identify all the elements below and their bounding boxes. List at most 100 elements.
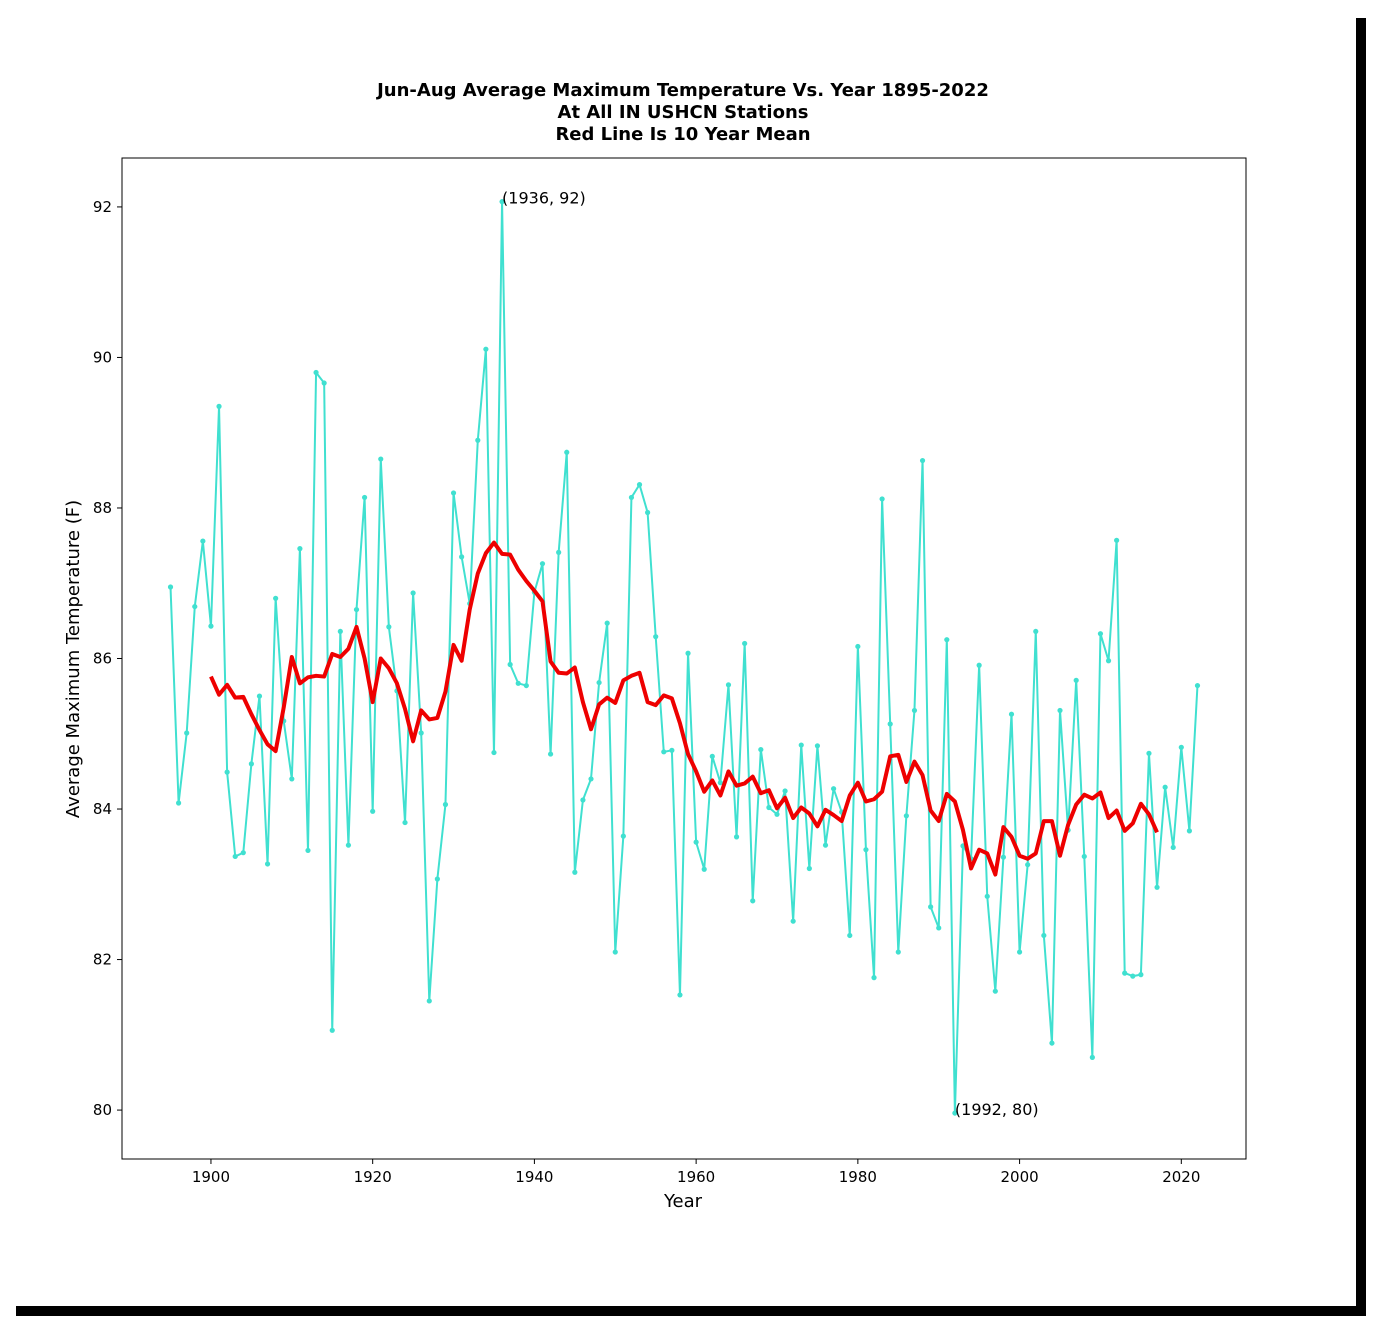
annual-data-point [701,866,707,872]
annual-data-point [1130,973,1136,979]
x-axis-label: Year [663,1191,703,1212]
annual-data-point [475,437,481,443]
plot-area: 1900 1920 1940 1960 1980 2000 2020 80 82 84 86 88 90… [93,157,1247,1186]
annual-data-point [596,679,602,686]
annual-data-point [353,606,360,613]
annual-data-point [588,776,594,782]
annual-data-point [1041,932,1047,939]
annual-data-point [895,949,901,955]
annual-data-point [1049,1040,1055,1046]
annual-data-point [523,682,529,689]
annual-data-point [669,747,675,753]
annual-data-point [1194,682,1201,689]
annual-data-point [184,730,190,736]
annual-data-point [847,932,853,939]
annual-data-point [1178,744,1184,750]
annual-data-point [1089,1054,1095,1060]
annual-data-point [1057,707,1063,714]
annual-data-point [176,800,182,806]
annual-data-point [822,842,829,848]
annual-data-point [725,682,732,688]
annual-data-point [515,680,521,686]
annual-data-point [410,590,416,596]
annual-data-point [1016,949,1023,955]
annual-data-point [216,403,222,409]
annual-data-point [483,346,489,352]
annual-data-point [556,549,562,555]
x-tick-label: 1920 [354,1168,392,1186]
point-annotation: (1936, 92) [502,189,586,208]
annual-data-point [774,811,780,817]
annual-data-point [612,949,618,955]
x-tick-label: 1900 [192,1168,230,1186]
annual-data-point [766,804,772,811]
annual-data-point [976,662,982,668]
annual-data-point [572,869,578,875]
annual-data-point [329,1027,335,1033]
annual-data-point [378,456,384,462]
annual-data-point [200,538,206,544]
annual-data-point [256,693,263,699]
annual-data-point [491,749,497,756]
annual-data-point [782,788,788,794]
annual-data-point [685,650,691,656]
annual-data-point [887,721,893,727]
annual-data-point [661,749,667,755]
annual-data-point [192,603,198,610]
x-tick-label: 2020 [1162,1168,1200,1186]
annual-data-point [580,797,586,803]
y-tick-label: 88 [93,499,112,517]
annual-data-point [1097,631,1104,637]
annual-data-point [434,876,440,882]
annual-data-point [645,509,651,516]
annual-data-point [863,847,869,853]
annual-data-point [1162,784,1168,790]
annual-data-point [750,898,756,904]
annual-data-point [297,546,303,552]
annual-data-point [450,490,457,496]
annual-data-point [418,730,424,736]
annual-data-point [386,624,392,630]
annual-data-point [1073,677,1079,683]
annual-data-point [1081,853,1087,860]
y-tick-label: 84 [93,800,112,818]
annual-data-point [1138,972,1144,978]
annual-data-point [693,839,699,845]
annual-data-point [919,457,926,464]
annual-data-point [167,584,174,590]
annual-data-point [742,640,748,647]
annual-data-point [1122,970,1128,976]
annual-series-line [169,200,1199,1115]
annual-data-point [273,595,279,601]
figure-frame [6,8,1356,1306]
chart-title-line-1: Jun-Aug Average Maximum Temperature Vs. … [375,80,989,101]
chart-title-line-3: Red Line Is 10 Year Mean [555,124,810,145]
annual-data-point [928,904,934,910]
annual-data-point [903,813,909,819]
annual-data-point [208,623,214,629]
annual-data-point [1008,711,1015,717]
annual-data-point [911,707,918,714]
annual-data-point [798,742,804,748]
annual-data-point [402,819,408,826]
annual-data-point [345,842,352,848]
chart-title-line-2: At All IN USHCN Stations [558,102,809,123]
annual-data-point [952,1110,958,1116]
annual-data-point [264,861,271,867]
annual-data-point [1025,862,1031,868]
annual-data-point [305,847,311,854]
annual-data-point [564,449,570,455]
annual-data-point [653,634,659,640]
x-tick-label: 1940 [515,1168,553,1186]
annual-data-point [806,865,812,872]
annual-data-point [1114,537,1120,543]
annual-data-point [717,780,723,786]
annual-data-point [879,496,885,502]
annual-data-point [361,494,368,501]
annual-data-point [855,643,861,650]
annual-data-point [620,833,626,839]
y-tick-label: 86 [93,650,112,668]
annual-data-point [992,988,998,994]
annual-data-point [1186,828,1192,834]
annual-data-point [459,554,465,560]
